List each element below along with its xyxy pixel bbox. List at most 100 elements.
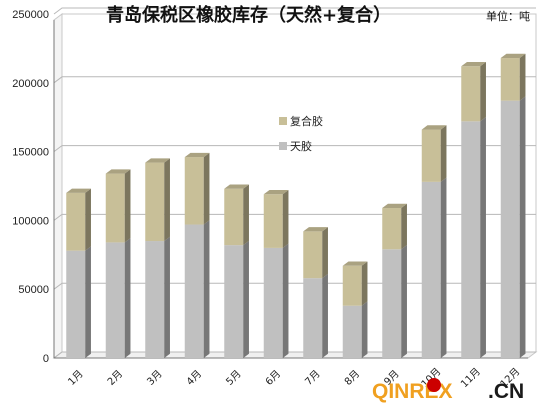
bar-composite-7月 [303,227,328,279]
bar-top [184,152,210,158]
gridline [53,282,536,290]
legend: 复合胶 天胶 [279,114,323,153]
side-wall [53,13,63,359]
bar-front [184,157,204,225]
bar-side [85,246,91,358]
bar-composite-4月 [184,152,210,225]
bar-front [263,194,283,248]
bar-composite-9月 [382,203,407,250]
bar-top [461,62,486,67]
bar-side [480,62,486,122]
bar-front [421,129,441,182]
bar-side [282,243,289,358]
bar-front [461,66,481,122]
axes [53,20,528,359]
x-tick-labels: 1月 2月 3月 4月 5月 6月 7月 8月 9月 10月 11月 12月 [66,366,523,391]
legend-swatch-composite [279,117,287,125]
bar-front [105,242,125,358]
bar-front [224,188,244,246]
bar-side [243,184,249,246]
x-tick-label: 4月 [184,368,204,388]
bar-side [85,188,91,251]
bar-side [440,125,447,182]
bar-natural-4月 [184,220,210,358]
bar-side [401,203,407,250]
bar-side [440,177,447,358]
watermark-suffix: .CN [488,380,524,403]
bar-front [500,100,520,359]
bar-side [124,238,131,358]
gridline [53,76,536,84]
gridline [53,351,536,359]
bar-top [145,158,170,163]
bar-natural-8月 [342,301,368,358]
bar-front [263,247,283,358]
bar-side [401,245,407,358]
bar-top [303,227,328,232]
bar-natural-1月 [66,246,91,358]
bar-side [203,220,210,358]
bar-front [145,241,165,358]
bar-front [145,162,165,242]
bar-front [105,173,125,243]
x-tick-label: 7月 [303,368,323,388]
bar-composite-11月 [461,62,486,122]
bar-natural-12月 [500,96,526,359]
x-tick-label: 2月 [105,368,125,388]
bar-composite-3月 [145,158,170,242]
bar-front [184,224,204,358]
y-tick-label: 150000 [12,147,49,159]
x-tick-label: 6月 [263,368,283,388]
bar-side [164,158,170,242]
watermark-dot-icon [427,378,441,392]
bar-natural-6月 [263,243,289,358]
bar-side [361,301,368,358]
unit-label: 单位：吨 [486,9,530,23]
watermark: QINREX .CN [372,378,524,403]
bar-front [382,208,402,250]
bar-natural-10月 [421,177,447,358]
gridline [53,7,536,15]
bar-top [500,53,526,59]
y-tick-label: 0 [43,353,49,365]
bar-natural-2月 [105,238,131,358]
bar-front [342,305,362,358]
bar-side [164,236,170,358]
bar-front [224,245,244,358]
bar-front [461,121,481,358]
bar-side [243,240,249,358]
bar-top [66,188,91,193]
bar-front [66,250,86,358]
y-tick-label: 50000 [18,284,49,296]
bar-composite-6月 [263,189,289,248]
bars [66,53,526,359]
x-tick-label: 11月 [458,366,483,391]
bar-front [303,231,323,279]
bar-top [342,261,368,266]
bar-side [322,227,328,279]
bar-top [263,189,289,195]
bar-side [519,96,526,358]
bar-composite-2月 [105,169,131,243]
x-tick-label: 8月 [342,368,362,388]
bar-natural-7月 [303,273,328,358]
x-tick-label: 3月 [145,368,165,388]
bar-natural-11月 [461,117,486,358]
x-tick-label: 1月 [66,368,86,388]
bar-front [342,265,362,306]
bar-composite-1月 [66,188,91,251]
bar-natural-9月 [382,245,407,358]
legend-label-composite: 复合胶 [290,114,323,128]
bar-front [66,192,86,251]
bar-side [203,152,210,225]
legend-label-natural: 天胶 [290,139,312,153]
bar-top [224,184,249,189]
bar-composite-5月 [224,184,249,246]
bar-composite-12月 [500,53,526,101]
bar-natural-3月 [145,236,170,358]
bar-natural-5月 [224,240,249,358]
bar-front [382,249,402,358]
gridlines [53,7,536,359]
gridline [53,145,536,153]
